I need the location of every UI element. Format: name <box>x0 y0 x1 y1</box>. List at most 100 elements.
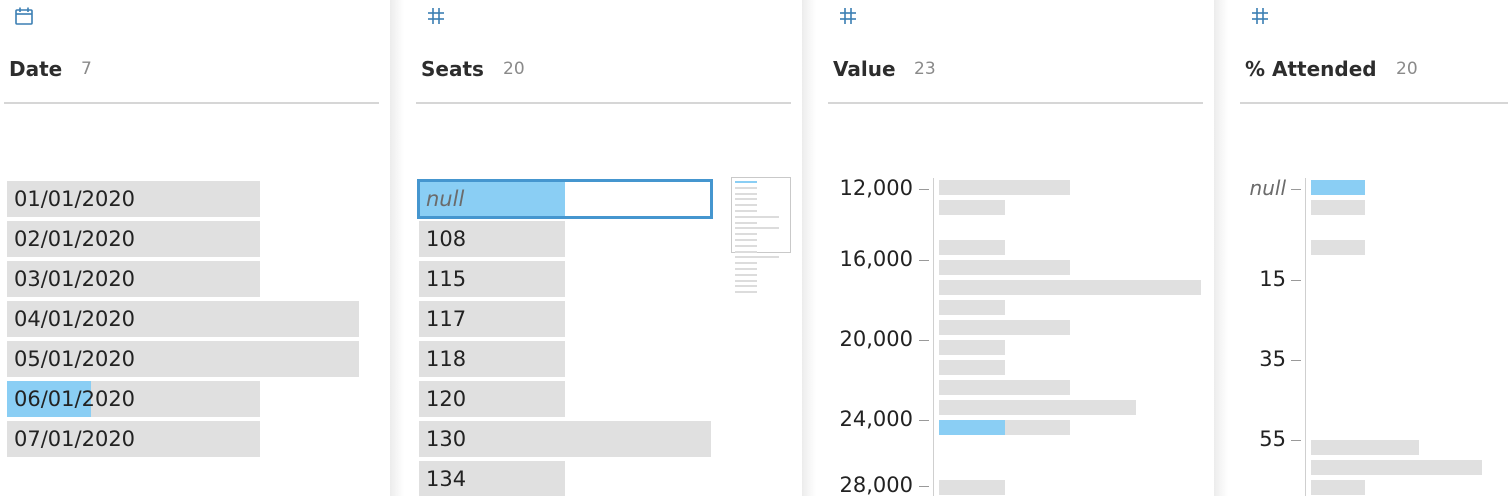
count-bar <box>419 341 565 377</box>
value-row[interactable]: 06/01/2020 <box>7 381 359 417</box>
value-row[interactable]: 117 <box>419 301 711 337</box>
histogram-bar[interactable] <box>939 380 1070 395</box>
value-row[interactable]: 134 <box>419 461 711 496</box>
value-row[interactable]: 04/01/2020 <box>7 301 359 337</box>
header-divider <box>4 102 379 104</box>
field-name[interactable]: Seats <box>421 57 484 81</box>
value-row[interactable]: null <box>419 181 711 217</box>
card-gutter <box>802 0 816 496</box>
value-label: 118 <box>426 347 467 371</box>
minimap-line <box>735 221 757 224</box>
histogram-bar[interactable] <box>939 180 1070 195</box>
axis-tick <box>919 486 929 487</box>
axis-tick <box>1291 360 1301 361</box>
histogram-bar-selected <box>939 420 1005 435</box>
histogram-bar[interactable] <box>939 320 1070 335</box>
distinct-count: 7 <box>81 59 92 79</box>
value-row[interactable]: 118 <box>419 341 711 377</box>
minimap-line <box>735 186 757 189</box>
count-bar <box>7 181 260 217</box>
histogram-bar[interactable] <box>1311 480 1365 495</box>
value-label: 120 <box>426 387 467 411</box>
header-divider <box>1240 102 1508 104</box>
value-row[interactable]: 120 <box>419 381 711 417</box>
minimap-line <box>735 239 757 241</box>
histogram-bar[interactable] <box>1311 240 1365 255</box>
value-label: 07/01/2020 <box>14 427 136 451</box>
selected-value-outline <box>417 179 713 219</box>
axis-tick <box>919 189 929 190</box>
distinct-count: 20 <box>1396 59 1418 79</box>
count-bar <box>7 221 260 257</box>
value-label: 115 <box>426 267 467 291</box>
value-row[interactable]: 01/01/2020 <box>7 181 359 217</box>
value-row[interactable]: 130 <box>419 421 711 457</box>
distinct-count: 20 <box>503 59 525 79</box>
axis-tick-label: 28,000 <box>839 473 913 496</box>
axis-tick <box>1291 440 1301 441</box>
value-label: 04/01/2020 <box>14 307 136 331</box>
value-row[interactable]: 115 <box>419 261 711 297</box>
number-icon <box>428 8 444 24</box>
count-bar <box>419 381 565 417</box>
profile-card-attended: % Attended 20 null 15 35 55 <box>1228 0 1508 496</box>
value-row[interactable]: 03/01/2020 <box>7 261 359 297</box>
minimap-line <box>735 256 779 259</box>
scroll-minimap[interactable] <box>731 177 791 253</box>
histogram-bar[interactable] <box>939 480 1005 495</box>
field-name[interactable]: % Attended <box>1245 57 1377 81</box>
axis-tick-label: 24,000 <box>839 407 913 431</box>
value-label: 02/01/2020 <box>14 227 136 251</box>
axis-tick-label: 15 <box>1259 267 1286 291</box>
minimap-line <box>735 285 757 288</box>
distinct-count: 23 <box>914 59 936 79</box>
value-row[interactable]: 02/01/2020 <box>7 221 359 257</box>
value-row[interactable]: 07/01/2020 <box>7 421 359 457</box>
minimap-line <box>735 204 757 207</box>
field-name[interactable]: Value <box>833 57 896 81</box>
axis-tick-label: 12,000 <box>839 176 913 200</box>
header-divider <box>416 102 791 104</box>
number-icon <box>1252 8 1268 24</box>
axis-tick-label: 55 <box>1259 427 1286 451</box>
histogram-bar[interactable] <box>939 200 1005 215</box>
axis-tick-label: null <box>1249 176 1286 200</box>
histogram-axis <box>933 178 934 496</box>
value-label: 134 <box>426 467 467 491</box>
histogram-bar[interactable] <box>939 280 1201 295</box>
histogram-bar[interactable] <box>939 340 1005 355</box>
count-bar <box>419 421 711 457</box>
value-row[interactable]: 108 <box>419 221 711 257</box>
minimap-line <box>735 279 757 282</box>
minimap-line <box>735 268 757 270</box>
histogram-bar[interactable] <box>1311 460 1482 475</box>
value-label: 117 <box>426 307 467 331</box>
histogram-bar[interactable] <box>1311 200 1365 215</box>
minimap-line <box>735 181 757 183</box>
count-bar <box>7 261 260 297</box>
histogram-bar[interactable] <box>1311 440 1419 455</box>
number-icon <box>840 8 856 24</box>
axis-tick <box>919 420 929 421</box>
histogram-bar[interactable] <box>939 300 1005 315</box>
minimap-line <box>735 250 757 253</box>
histogram-bar[interactable] <box>939 260 1070 275</box>
count-bar <box>419 461 565 496</box>
histogram-axis <box>1305 178 1306 496</box>
axis-tick <box>1291 280 1301 281</box>
axis-tick <box>919 260 929 261</box>
count-bar <box>7 301 359 337</box>
value-row[interactable]: 05/01/2020 <box>7 341 359 377</box>
minimap-line <box>735 210 757 212</box>
selection-bar <box>419 181 565 217</box>
axis-tick-label: 20,000 <box>839 327 913 351</box>
histogram-bar[interactable] <box>939 360 1005 375</box>
histogram-bar[interactable] <box>939 400 1136 415</box>
histogram-bar[interactable] <box>939 240 1005 255</box>
value-label: 130 <box>426 427 467 451</box>
field-name[interactable]: Date <box>9 57 63 81</box>
minimap-line <box>735 233 757 236</box>
value-label: 03/01/2020 <box>14 267 136 291</box>
minimap-line <box>735 198 757 201</box>
count-bar <box>7 421 260 457</box>
